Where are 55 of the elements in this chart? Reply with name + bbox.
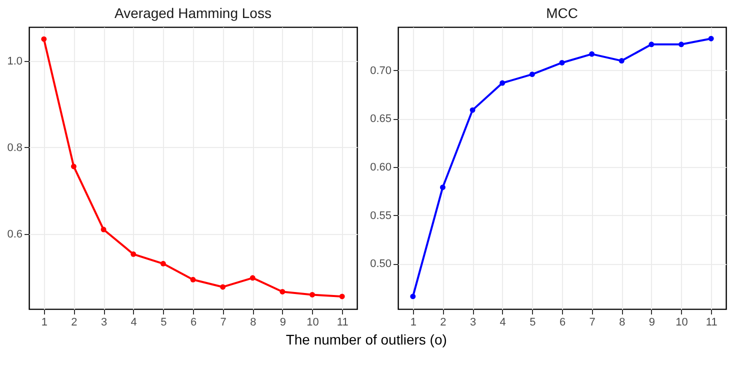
x-tick-label: 7 — [220, 316, 226, 328]
x-tick-label: 8 — [250, 316, 256, 328]
point — [500, 80, 506, 86]
point — [339, 294, 345, 300]
y-tick-label: 0.6 — [7, 228, 22, 240]
point — [100, 226, 106, 232]
point — [190, 276, 196, 282]
x-axis-title: The number of outliers (o) — [286, 332, 447, 348]
y-tick-label: 0.55 — [370, 210, 392, 222]
x-tick-label: 5 — [160, 316, 167, 328]
y-tick-label: 1.0 — [7, 56, 22, 68]
point — [648, 42, 654, 48]
x-tick-label: 6 — [190, 316, 197, 328]
chart-title: Averaged Hamming Loss — [114, 5, 272, 21]
x-tick-label: 10 — [676, 316, 688, 328]
point — [310, 292, 316, 298]
point — [678, 42, 684, 48]
x-tick-label: 11 — [336, 316, 348, 328]
point — [470, 107, 476, 113]
point — [410, 294, 416, 300]
point — [280, 288, 286, 294]
point — [130, 251, 136, 257]
point — [708, 36, 714, 42]
x-tick-label: 3 — [100, 316, 108, 328]
x-tick-label: 3 — [470, 316, 476, 328]
point — [220, 284, 226, 290]
x-tick-label: 2 — [440, 316, 446, 328]
chart-title: MCC — [546, 5, 578, 21]
x-tick-label: 8 — [619, 316, 626, 328]
x-tick-label: 4 — [500, 316, 506, 328]
point — [529, 72, 535, 78]
point — [41, 36, 47, 42]
x-tick-label: 4 — [130, 316, 137, 328]
x-tick-label: 1 — [41, 316, 48, 328]
x-tick-label: 2 — [71, 316, 78, 328]
point — [70, 164, 76, 170]
point — [250, 275, 256, 281]
x-tick-label: 9 — [648, 316, 656, 328]
y-tick-label: 0.65 — [370, 113, 392, 126]
point — [559, 60, 565, 66]
x-tick-label: 1 — [410, 316, 416, 328]
y-tick-label: 0.60 — [370, 162, 392, 174]
y-tick-label: 0.8 — [7, 142, 22, 154]
x-tick-label: 5 — [530, 316, 536, 328]
point — [589, 51, 595, 57]
point — [160, 260, 166, 266]
point — [440, 184, 446, 190]
x-tick-label: 9 — [280, 316, 286, 328]
point — [618, 58, 624, 64]
y-tick-label: 0.70 — [370, 64, 392, 77]
y-tick-label: 0.50 — [370, 258, 392, 270]
x-tick-label: 7 — [589, 316, 596, 328]
x-tick-label: 6 — [559, 316, 566, 328]
x-tick-label: 11 — [706, 316, 718, 328]
x-tick-label: 10 — [306, 316, 319, 328]
